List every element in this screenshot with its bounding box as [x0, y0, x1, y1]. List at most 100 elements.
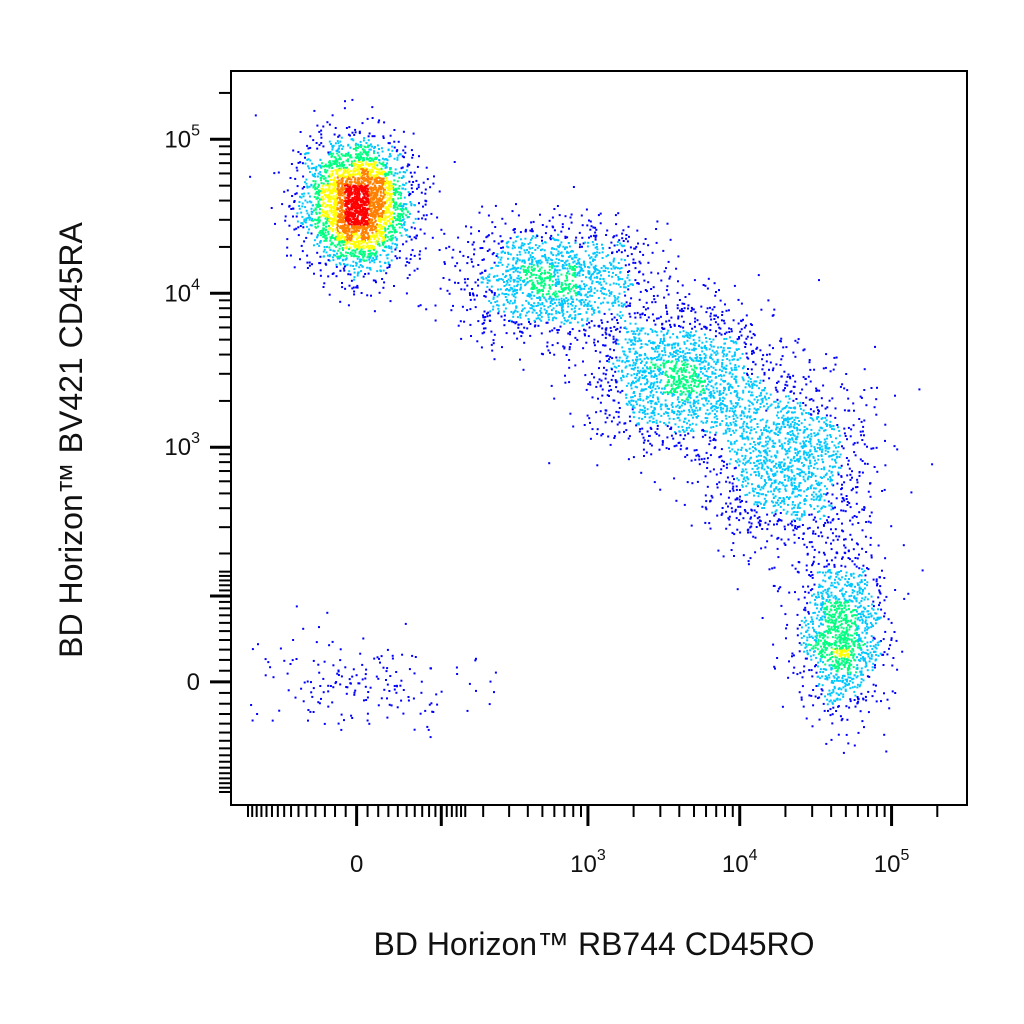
event-point	[496, 295, 499, 298]
event-point	[351, 287, 354, 290]
event-point	[309, 135, 312, 138]
event-point	[334, 186, 337, 189]
event-point	[326, 245, 328, 248]
event-point	[670, 426, 673, 429]
event-point	[635, 359, 638, 362]
event-point	[599, 290, 602, 293]
event-point	[529, 241, 532, 244]
event-point	[321, 165, 324, 168]
event-point	[346, 200, 349, 202]
event-point	[405, 203, 408, 206]
event-point	[606, 320, 609, 323]
event-point	[691, 327, 694, 330]
event-point	[563, 317, 566, 319]
event-point	[523, 307, 526, 310]
event-point	[380, 185, 383, 188]
event-point	[604, 331, 607, 334]
event-point	[673, 346, 676, 349]
event-point	[569, 250, 572, 253]
event-point	[517, 323, 520, 326]
event-point	[316, 124, 319, 127]
event-point	[290, 208, 293, 210]
event-point	[527, 292, 530, 295]
event-point	[516, 253, 519, 256]
event-point	[325, 234, 328, 237]
event-point	[342, 145, 345, 148]
event-point	[531, 256, 534, 258]
event-point	[319, 229, 322, 232]
event-point	[360, 201, 362, 204]
event-point	[374, 185, 377, 188]
event-point	[358, 252, 361, 255]
event-point	[390, 172, 393, 175]
event-point	[365, 209, 368, 212]
event-point	[619, 277, 622, 280]
event-point	[370, 157, 373, 160]
event-point	[355, 163, 358, 166]
event-point	[528, 280, 531, 282]
event-point	[330, 170, 333, 173]
event-point	[506, 280, 508, 282]
event-point	[338, 179, 341, 182]
event-point	[546, 271, 549, 274]
event-point	[353, 167, 356, 170]
event-point	[590, 290, 593, 293]
event-point	[747, 376, 750, 379]
event-point	[623, 283, 625, 286]
event-point	[321, 187, 324, 190]
event-point	[347, 206, 350, 209]
event-point	[452, 248, 455, 251]
event-point	[353, 271, 356, 274]
event-point	[385, 246, 388, 249]
event-point	[297, 234, 300, 237]
event-point	[410, 202, 413, 205]
event-point	[639, 383, 642, 386]
event-point	[565, 320, 568, 323]
event-point	[592, 252, 595, 255]
event-point	[539, 309, 542, 312]
event-point	[601, 251, 604, 254]
event-point	[686, 481, 689, 484]
event-point	[375, 158, 378, 160]
event-point	[371, 259, 374, 262]
event-point	[372, 204, 374, 207]
event-point	[351, 249, 354, 252]
event-point	[485, 277, 488, 280]
event-point	[348, 183, 351, 186]
event-point	[581, 245, 583, 248]
event-point	[355, 149, 358, 152]
event-point	[556, 271, 559, 274]
event-point	[396, 207, 399, 210]
event-point	[367, 234, 370, 237]
event-point	[514, 322, 517, 325]
event-point	[646, 319, 648, 322]
event-point	[371, 145, 374, 148]
event-point	[518, 246, 520, 249]
event-point	[353, 133, 356, 136]
event-point	[312, 185, 315, 188]
event-point	[526, 281, 529, 284]
event-point	[394, 255, 397, 258]
event-point	[385, 199, 388, 202]
event-point	[358, 193, 361, 195]
event-point	[307, 192, 310, 195]
event-point	[386, 216, 389, 219]
event-point	[575, 287, 578, 289]
event-point	[354, 131, 357, 134]
event-point	[593, 301, 596, 304]
event-point	[402, 175, 405, 178]
event-point	[336, 226, 339, 229]
event-point	[318, 130, 321, 133]
event-point	[356, 246, 359, 249]
event-point	[382, 135, 385, 138]
event-point	[556, 282, 559, 285]
event-point	[371, 229, 374, 231]
event-point	[307, 216, 310, 219]
event-point	[368, 148, 371, 151]
event-point	[286, 238, 289, 241]
event-point	[398, 205, 401, 208]
event-point	[348, 189, 351, 192]
event-point	[346, 238, 349, 241]
event-point	[628, 401, 631, 404]
event-point	[305, 209, 308, 212]
